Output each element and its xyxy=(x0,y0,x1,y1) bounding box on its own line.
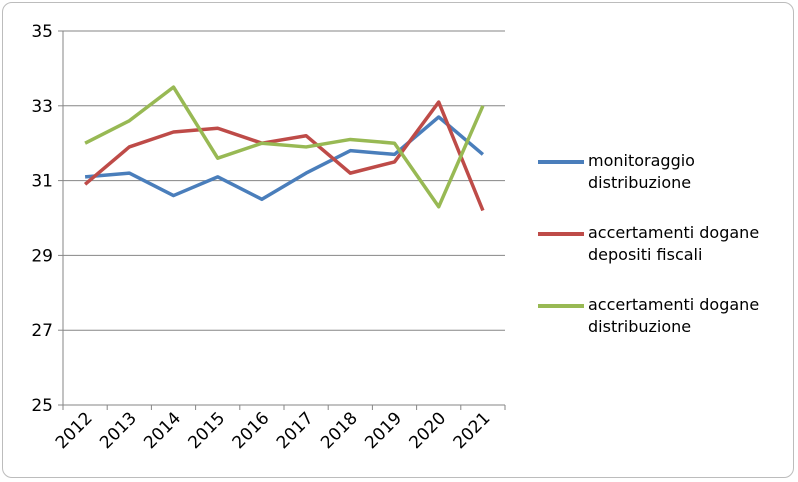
series-line xyxy=(84,115,485,202)
y-tick-label: 33 xyxy=(31,97,53,117)
legend-swatch xyxy=(538,232,584,236)
x-tick-label: 2017 xyxy=(273,408,318,453)
x-tick-label: 2016 xyxy=(229,408,274,453)
y-tick-label: 29 xyxy=(31,246,53,266)
series-line xyxy=(83,100,485,212)
legend-item: accertamenti dogane depositi fiscali xyxy=(538,222,788,266)
y-tick-label: 25 xyxy=(31,396,53,416)
legend-swatch xyxy=(538,160,584,164)
y-tick-label: 31 xyxy=(31,172,53,192)
y-tick-label: 27 xyxy=(31,321,53,341)
x-tick-label: 2018 xyxy=(317,408,362,453)
x-tick-label: 2014 xyxy=(140,408,185,453)
y-tick-label: 35 xyxy=(31,22,53,42)
legend: monitoraggio distribuzione accertamenti d… xyxy=(538,150,798,366)
series-line xyxy=(84,85,485,209)
x-tick-label: 2013 xyxy=(96,408,141,453)
legend-swatch xyxy=(538,304,584,308)
x-tick-label: 2019 xyxy=(361,408,406,453)
x-tick-label: 2021 xyxy=(450,408,495,453)
legend-label: accertamenti dogane depositi fiscali xyxy=(588,223,760,264)
legend-label: accertamenti dogane distribuzione xyxy=(588,295,760,336)
legend-item: monitoraggio distribuzione xyxy=(538,150,788,194)
x-tick-label: 2020 xyxy=(406,408,451,453)
legend-label: monitoraggio distribuzione xyxy=(588,151,695,192)
x-tick-label: 2012 xyxy=(52,408,97,453)
legend-item: accertamenti dogane distribuzione xyxy=(538,294,788,338)
x-tick-label: 2015 xyxy=(184,408,229,453)
